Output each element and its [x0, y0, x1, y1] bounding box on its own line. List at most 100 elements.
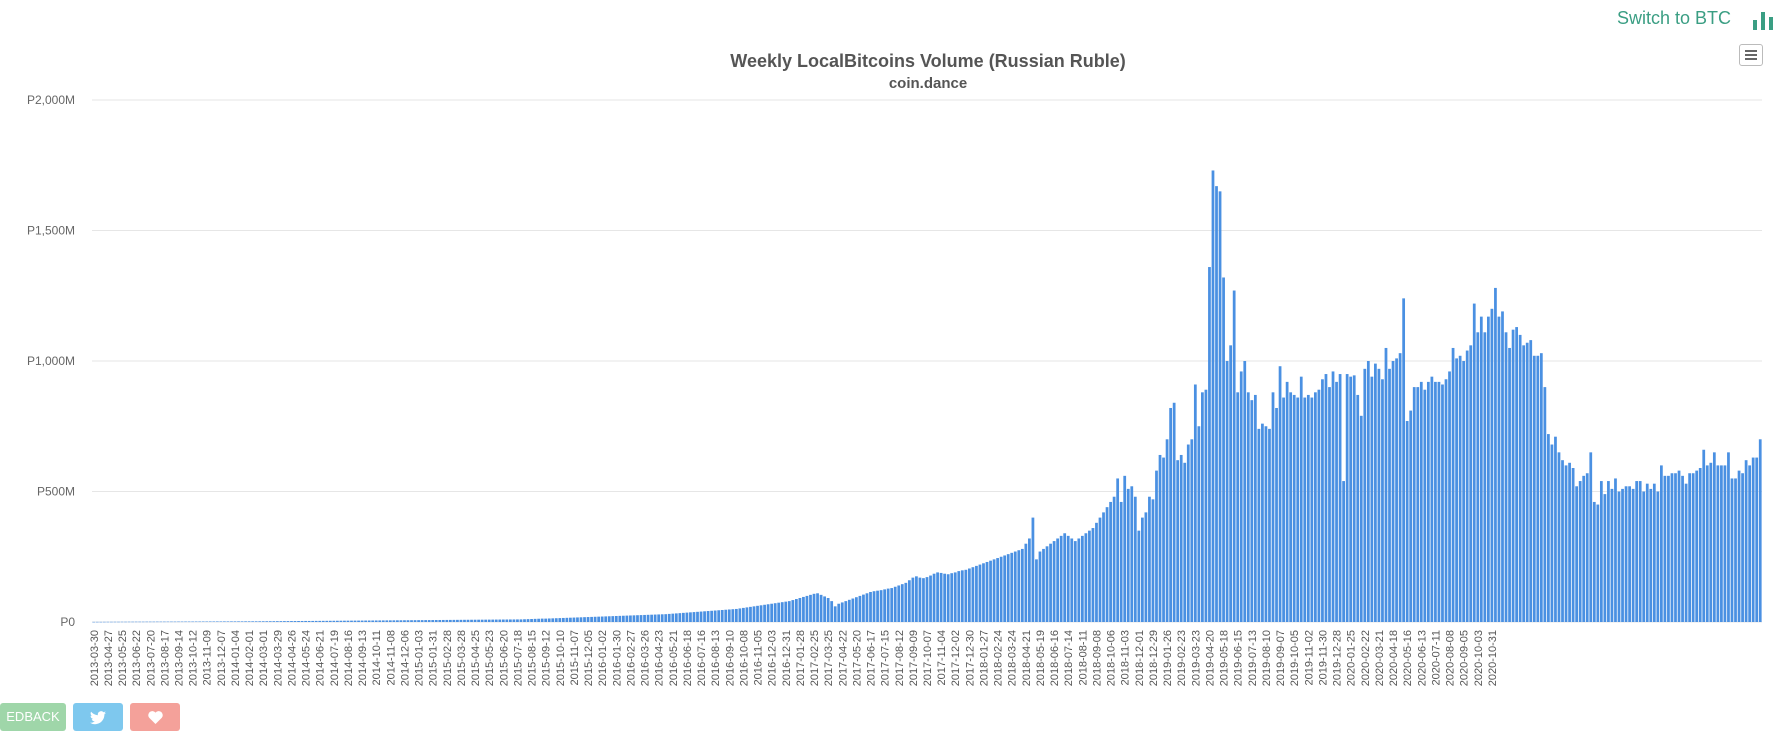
twitter-button[interactable]	[73, 703, 123, 731]
bar	[1412, 387, 1416, 622]
like-button[interactable]	[130, 703, 180, 731]
bar	[1366, 361, 1370, 622]
bar	[639, 615, 643, 622]
bar	[1755, 457, 1759, 622]
bar	[780, 602, 784, 622]
bar	[713, 610, 717, 622]
bar	[251, 621, 255, 622]
bar	[1140, 517, 1144, 622]
x-tick-label: 2014-10-11	[371, 630, 383, 685]
x-tick-label: 2019-08-10	[1261, 630, 1273, 686]
bar	[1677, 470, 1681, 622]
bar	[1063, 533, 1067, 622]
bar	[177, 621, 180, 623]
x-tick-label: 2020-04-18	[1388, 630, 1400, 686]
bar	[448, 619, 452, 622]
bar	[318, 620, 322, 622]
bar	[1610, 488, 1614, 622]
x-tick-label: 2016-01-30	[611, 630, 623, 686]
bar	[678, 613, 682, 622]
bar	[1299, 376, 1303, 622]
x-tick-label: 2014-02-01	[244, 630, 256, 686]
bar	[960, 570, 964, 622]
x-tick-label: 2017-11-04	[936, 630, 948, 685]
bar	[173, 621, 177, 623]
x-tick-label: 2015-07-18	[512, 630, 524, 686]
hamburger-menu-icon[interactable]	[1739, 44, 1763, 66]
bar	[208, 621, 212, 622]
bar	[1038, 551, 1042, 622]
bar	[240, 621, 244, 622]
y-tick-label: P1,500M	[27, 224, 75, 238]
bar	[124, 621, 127, 623]
bar	[953, 572, 957, 622]
bar	[547, 618, 551, 622]
bar	[1525, 342, 1529, 622]
bar	[897, 585, 901, 622]
bar	[413, 620, 417, 622]
bar	[636, 615, 639, 622]
bar	[1607, 481, 1610, 622]
bar	[989, 560, 992, 622]
x-tick-label: 2017-01-28	[795, 630, 807, 686]
bar	[975, 565, 978, 622]
bar	[696, 611, 699, 622]
bar	[943, 573, 947, 622]
bar	[470, 619, 473, 622]
bar	[1730, 478, 1734, 622]
bar	[858, 595, 862, 622]
bar	[939, 572, 943, 622]
bar	[297, 621, 300, 622]
bar	[187, 621, 191, 623]
bar	[434, 620, 438, 622]
bar	[261, 621, 265, 622]
bar	[1028, 538, 1031, 622]
bar	[805, 595, 809, 622]
bar	[339, 620, 343, 622]
bar	[593, 616, 597, 622]
bar	[674, 613, 678, 622]
twitter-icon	[90, 710, 106, 724]
bar	[703, 611, 706, 622]
bar	[406, 620, 410, 622]
x-tick-label: 2020-01-25	[1346, 630, 1358, 686]
bar	[1098, 517, 1102, 622]
bar	[1681, 475, 1684, 622]
bar	[1321, 379, 1324, 622]
bar	[1204, 389, 1208, 622]
bar	[752, 606, 756, 622]
bar	[1359, 415, 1363, 622]
switch-to-btc-link[interactable]: Switch to BTC	[1616, 8, 1731, 28]
bar	[625, 615, 629, 622]
bar	[936, 572, 939, 622]
bar	[1155, 470, 1158, 622]
x-tick-label: 2019-07-13	[1247, 630, 1259, 686]
bar	[1638, 481, 1642, 622]
feedback-button[interactable]: EDBACK	[0, 703, 66, 731]
x-tick-label: 2016-11-05	[753, 630, 765, 685]
bar	[667, 613, 671, 622]
bar	[844, 601, 848, 622]
bar	[1162, 457, 1165, 622]
bar-chart-icon[interactable]	[1751, 8, 1775, 30]
bar	[907, 580, 911, 622]
bar	[480, 619, 484, 622]
x-tick-label: 2018-12-01	[1134, 630, 1146, 686]
bar	[456, 619, 459, 622]
bar	[1518, 334, 1522, 622]
bar	[1169, 407, 1172, 622]
bar	[131, 621, 134, 623]
bar	[1137, 530, 1141, 622]
bar	[1246, 392, 1250, 622]
bar	[1529, 340, 1533, 622]
x-tick-label: 2019-01-26	[1162, 630, 1174, 686]
bar	[932, 573, 936, 622]
bar	[840, 602, 844, 622]
bar	[410, 620, 413, 622]
x-tick-label: 2015-08-15	[527, 630, 539, 686]
bar	[1508, 347, 1511, 622]
x-axis: 2013-03-30 2013-04-27 2013-05-25 2013-06-22…	[89, 630, 1499, 686]
bar	[1716, 465, 1720, 622]
x-tick-label: 2015-05-23	[484, 630, 496, 686]
bar	[219, 621, 223, 622]
